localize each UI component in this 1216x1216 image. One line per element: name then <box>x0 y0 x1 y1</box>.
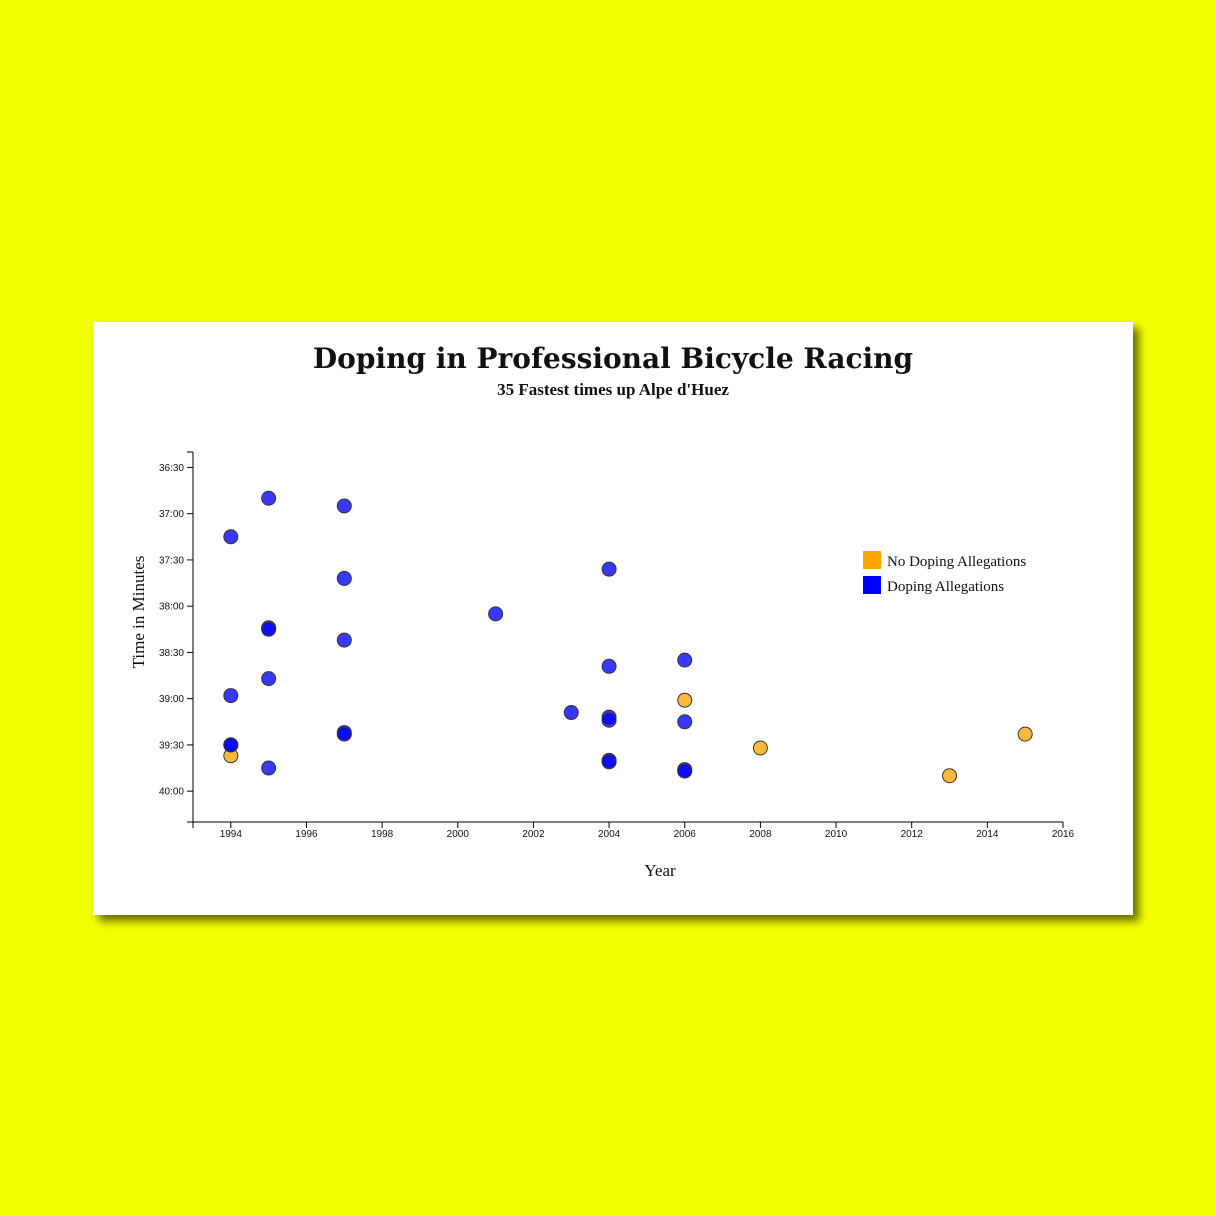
y-tick-label: 40:00 <box>159 787 184 798</box>
data-point-doping[interactable] <box>488 606 504 622</box>
y-tick-label: 39:30 <box>159 740 184 751</box>
x-tick-label: 2008 <box>749 829 772 840</box>
x-tick-label: 2012 <box>901 829 924 840</box>
data-point-doping[interactable] <box>601 754 617 770</box>
scatter-plot: 1994 1996 1998 2000 2002 2004 2006 2008 2010 2012… <box>129 451 1075 880</box>
legend-label-doping: Doping Allegations <box>887 579 1004 595</box>
chart-card: Doping in Professional Bicycle Racing 35… <box>93 322 1133 915</box>
data-point-doping[interactable] <box>677 714 693 730</box>
data-point-no-doping[interactable] <box>677 692 693 708</box>
legend-label-no-doping: No Doping Allegations <box>887 554 1026 570</box>
data-point-doping[interactable] <box>261 760 277 776</box>
data-point-no-doping[interactable] <box>1017 726 1033 742</box>
data-point-no-doping[interactable] <box>752 740 768 756</box>
x-tick-label: 2006 <box>674 829 697 840</box>
data-point-no-doping[interactable] <box>942 768 958 784</box>
x-tick-label: 1994 <box>220 829 243 840</box>
legend-swatch-doping <box>863 576 881 594</box>
x-tick-label: 2000 <box>447 829 470 840</box>
data-points <box>223 490 1033 784</box>
y-tick-label: 39:00 <box>159 694 184 705</box>
y-tick-label: 36:30 <box>159 463 184 474</box>
data-point-doping[interactable] <box>223 737 239 753</box>
x-tick-label: 2010 <box>825 829 848 840</box>
data-point-doping[interactable] <box>261 621 277 637</box>
data-point-doping[interactable] <box>563 705 579 721</box>
x-tick-label: 2016 <box>1052 829 1075 840</box>
x-tick-label: 1996 <box>295 829 318 840</box>
data-point-doping[interactable] <box>336 726 352 742</box>
y-tick-label: 37:30 <box>159 555 184 566</box>
data-point-doping[interactable] <box>336 498 352 514</box>
legend: No Doping Allegations Doping Allegations <box>863 551 1026 595</box>
data-point-doping[interactable] <box>223 688 239 704</box>
y-axis-ticks: 36:30 37:00 37:30 38:00 38:30 39:00 39:30 40:00 <box>159 463 193 798</box>
data-point-doping[interactable] <box>677 652 693 668</box>
data-point-doping[interactable] <box>601 712 617 728</box>
x-tick-label: 2004 <box>598 829 621 840</box>
x-axis-title: Year <box>644 861 676 880</box>
x-tick-label: 1998 <box>371 829 394 840</box>
data-point-doping[interactable] <box>223 529 239 545</box>
chart-title: Doping in Professional Bicycle Racing <box>312 342 914 375</box>
chart-subtitle: 35 Fastest times up Alpe d'Huez <box>497 380 729 399</box>
data-point-doping[interactable] <box>261 671 277 687</box>
data-point-doping[interactable] <box>336 570 352 586</box>
x-tick-label: 2002 <box>522 829 545 840</box>
legend-swatch-no-doping <box>863 551 881 569</box>
data-point-doping[interactable] <box>336 632 352 648</box>
data-point-doping[interactable] <box>601 658 617 674</box>
x-tick-label: 2014 <box>976 829 999 840</box>
y-tick-label: 38:00 <box>159 602 184 613</box>
axes: 1994 1996 1998 2000 2002 2004 2006 2008 2010 2012… <box>159 451 1075 840</box>
y-tick-label: 37:00 <box>159 509 184 520</box>
y-axis-title: Time in Minutes <box>129 556 148 669</box>
data-point-doping[interactable] <box>601 561 617 577</box>
data-point-doping[interactable] <box>677 763 693 779</box>
x-axis-ticks: 1994 1996 1998 2000 2002 2004 2006 2008 2010 2012… <box>220 822 1075 840</box>
y-tick-label: 38:30 <box>159 648 184 659</box>
data-point-doping[interactable] <box>261 490 277 506</box>
